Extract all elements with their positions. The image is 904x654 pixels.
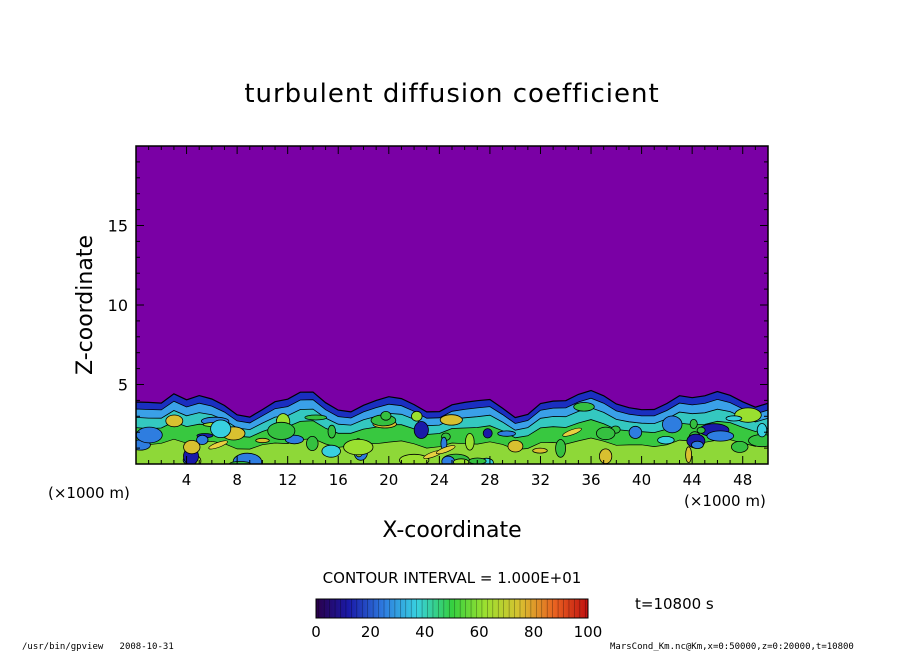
eddy-contour <box>628 425 643 439</box>
high-value-streak <box>562 427 582 437</box>
x-tick-label: 32 <box>531 471 550 489</box>
eddy-contour <box>482 428 493 439</box>
eddy-contour <box>573 402 595 412</box>
x-tick-label: 16 <box>329 471 348 489</box>
x-axis-label: X-coordinate <box>382 518 521 543</box>
contour-interval-label: CONTOUR INTERVAL = 1.000E+01 <box>323 569 582 587</box>
x-tick-label: 8 <box>232 471 242 489</box>
time-label: t=10800 s <box>635 595 714 613</box>
high-value-streak <box>435 445 456 455</box>
colorbar-tick-label: 0 <box>311 623 321 641</box>
eddy-contour <box>327 424 336 439</box>
eddy-contour <box>599 448 613 464</box>
eddy-contour <box>413 421 429 439</box>
boundary-layer-field <box>136 389 768 464</box>
eddy-contour <box>306 435 319 451</box>
eddy-contour <box>507 440 524 453</box>
footer-path: /usr/bin/gpview <box>22 642 104 652</box>
x-tick-label: 28 <box>480 471 499 489</box>
footer-file-info: MarsCond_Km.nc@Km,x=0:50000,z=0:20000,t=… <box>610 642 854 652</box>
eddy-contour <box>691 440 704 449</box>
colorbar-stripes <box>318 599 586 618</box>
eddy-contour <box>343 438 374 456</box>
eddy-contour <box>255 437 270 444</box>
x-tick-label: 20 <box>379 471 398 489</box>
eddy-contour <box>380 410 392 421</box>
eddy-contour <box>183 439 201 455</box>
eddy-contour <box>689 418 698 429</box>
eddy-contour <box>411 410 423 422</box>
x-tick-label: 4 <box>182 471 192 489</box>
x-tick-label: 40 <box>632 471 651 489</box>
eddy-contour <box>685 446 692 464</box>
eddy-contour <box>725 415 743 422</box>
eddy-contour <box>165 414 184 428</box>
eddy-contour <box>555 439 566 458</box>
eddy-contour <box>399 453 430 464</box>
y-axis-ticks: 5 10 15 <box>108 161 768 449</box>
eddy-contour <box>321 444 341 458</box>
high-value-streak <box>208 440 228 450</box>
colorbar-tick-label: 40 <box>415 623 434 641</box>
x-unit-label-right: (×1000 m) <box>684 492 766 510</box>
y-tick-label: 10 <box>108 296 128 315</box>
eddy-contour <box>196 434 209 445</box>
footer-right: MarsCond_Km.nc@Km,x=0:50000,z=0:20000,t=… <box>610 642 854 652</box>
eddy-contour <box>756 423 768 438</box>
eddy-contour <box>706 430 735 442</box>
y-axis-label: Z-coordinate <box>73 235 98 375</box>
eddy-contour <box>497 430 516 437</box>
eddy-contour <box>267 421 296 440</box>
colorbar-tick-label: 100 <box>574 623 603 641</box>
colorbar-tick-label: 60 <box>470 623 489 641</box>
y-tick-label: 5 <box>118 376 128 395</box>
x-tick-label: 12 <box>278 471 297 489</box>
footer-left: /usr/bin/gpview 2008-10-31 <box>22 642 174 652</box>
eddy-contour <box>596 426 616 441</box>
eddy-contour <box>662 415 683 434</box>
y-tick-label: 15 <box>108 217 128 236</box>
colorbar <box>315 598 589 619</box>
eddy-contour <box>441 455 455 464</box>
colorbar-tick-label: 20 <box>361 623 380 641</box>
footer-date: 2008-10-31 <box>119 642 174 652</box>
eddy-contour <box>731 440 749 453</box>
eddy-contour <box>532 447 548 454</box>
x-unit-label-left: (×1000 m) <box>48 484 130 502</box>
chart-title: turbulent diffusion coefficient <box>244 79 659 109</box>
x-tick-label: 24 <box>430 471 449 489</box>
colorbar-ticks: 0 20 40 60 80 100 <box>311 623 602 641</box>
x-axis-ticks: 4 8 12 16 20 24 28 32 36 40 44 48 <box>148 146 756 489</box>
eddy-contour <box>696 426 706 434</box>
eddy-contour <box>136 426 163 444</box>
eddy-contour <box>210 419 232 439</box>
eddy-contour <box>439 414 463 426</box>
eddy-contour <box>464 433 475 451</box>
x-tick-label: 36 <box>581 471 600 489</box>
eddy-contour <box>657 436 675 445</box>
x-tick-label: 48 <box>733 471 752 489</box>
x-tick-label: 44 <box>683 471 702 489</box>
eddy-contour <box>304 414 328 421</box>
colorbar-tick-label: 80 <box>524 623 543 641</box>
